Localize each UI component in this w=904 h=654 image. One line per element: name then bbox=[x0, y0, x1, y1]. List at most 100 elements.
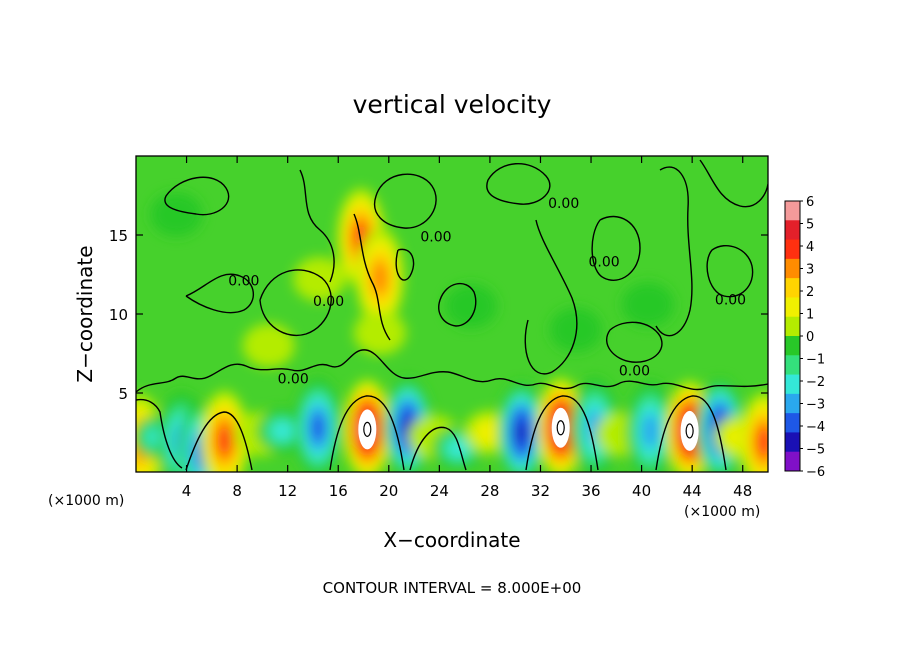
colorbar-tick-label: 0 bbox=[806, 330, 814, 345]
contour-line bbox=[136, 398, 183, 469]
colorbar-segment bbox=[785, 336, 800, 356]
colorbar-tick-label: 2 bbox=[806, 285, 814, 300]
colorbar-segment bbox=[785, 413, 800, 433]
velocity-cell bbox=[740, 391, 768, 472]
velocity-band bbox=[311, 413, 325, 443]
contour-label: 0.00 bbox=[420, 229, 451, 245]
velocity-cell bbox=[353, 310, 406, 355]
updraft-core bbox=[551, 407, 570, 448]
contour-labels: 0.00 0.00 0.00 0.00 0.00 0.00 0.00 0.00 bbox=[228, 196, 746, 387]
contour-line bbox=[655, 395, 727, 471]
contour-line bbox=[395, 248, 415, 281]
contour-line bbox=[655, 166, 693, 337]
x-tick-label: 28 bbox=[480, 482, 499, 500]
colorbar-tick-label: 1 bbox=[806, 308, 814, 323]
colorbar-tick-label: −6 bbox=[806, 465, 825, 480]
velocity-band bbox=[444, 284, 497, 329]
contour-label: 0.00 bbox=[228, 274, 259, 290]
velocity-band bbox=[446, 438, 470, 459]
updraft-core bbox=[680, 410, 699, 451]
contour-interval-note: CONTOUR INTERVAL = 8.000E+00 bbox=[323, 579, 582, 597]
contour-line bbox=[373, 173, 437, 229]
velocity-cell bbox=[150, 192, 203, 237]
colorbar-tick-label: −4 bbox=[806, 420, 825, 435]
velocity-band bbox=[371, 260, 389, 296]
velocity-band bbox=[353, 310, 406, 355]
colorbar-tick-label: −1 bbox=[806, 353, 825, 368]
contour-line bbox=[164, 176, 230, 216]
contour-line bbox=[409, 426, 467, 471]
colorbar-tick-label: −3 bbox=[806, 398, 825, 413]
colorbar-segment bbox=[785, 220, 800, 241]
contour-line bbox=[185, 411, 253, 471]
colorbar-segment bbox=[785, 393, 800, 414]
contour-label: 0.00 bbox=[278, 372, 309, 388]
updraft-core bbox=[358, 409, 377, 450]
x-unit-right: (×1000 m) bbox=[684, 504, 760, 520]
contour-line bbox=[299, 169, 335, 283]
plot-area: 0.00 0.00 0.00 0.00 0.00 0.00 0.00 0.00 bbox=[135, 155, 769, 473]
y-axis: 5 10 15 bbox=[109, 227, 768, 403]
contour-label: 0.00 bbox=[548, 196, 579, 212]
x-tick-label: 20 bbox=[379, 482, 398, 500]
x-axis-label: X−coordinate bbox=[383, 528, 520, 552]
x-tick-label: 16 bbox=[329, 482, 348, 500]
velocity-cell bbox=[444, 284, 497, 329]
contour-label: 0.00 bbox=[313, 294, 344, 310]
colorbar-segment bbox=[785, 297, 800, 318]
velocity-cell bbox=[293, 257, 346, 302]
x-tick-label: 8 bbox=[232, 482, 242, 500]
velocity-cell bbox=[621, 282, 674, 327]
colorbar-tick-label: −5 bbox=[806, 443, 825, 458]
velocity-band bbox=[271, 421, 295, 441]
colorbar-segment bbox=[785, 374, 800, 395]
velocity-band bbox=[621, 282, 674, 327]
velocity-band bbox=[150, 192, 203, 237]
velocity-cell bbox=[355, 227, 404, 328]
chart-title: vertical velocity bbox=[353, 90, 552, 119]
contour-line bbox=[438, 282, 477, 327]
x-tick-label: 36 bbox=[581, 482, 600, 500]
x-tick-label: 32 bbox=[531, 482, 550, 500]
velocity-cell bbox=[242, 323, 295, 368]
contour-label: 0.00 bbox=[619, 364, 650, 380]
colorbar-tick-label: 4 bbox=[806, 240, 814, 255]
velocity-band bbox=[642, 413, 659, 449]
y-tick-label: 15 bbox=[109, 227, 128, 245]
colorbar-tick-label: 5 bbox=[806, 218, 814, 233]
colorbar-tick-label: 3 bbox=[806, 263, 814, 278]
y-tick-label: 10 bbox=[109, 306, 128, 324]
contour-line bbox=[525, 395, 599, 471]
contour-line bbox=[329, 395, 405, 471]
x-axis: 4 8 12 16 20 24 28 32 36 40 44 48 bbox=[182, 156, 752, 500]
contour-line bbox=[185, 273, 254, 314]
colorbar-segment bbox=[785, 239, 800, 260]
y-axis-label: Z−coordinate bbox=[73, 245, 97, 382]
x-tick-label: 48 bbox=[733, 482, 752, 500]
x-tick-label: 4 bbox=[182, 482, 192, 500]
x-tick-label: 24 bbox=[430, 482, 449, 500]
velocity-band bbox=[757, 427, 768, 457]
y-tick-label: 5 bbox=[118, 385, 128, 403]
colorbar: 6 5 4 3 2 1 0 −1 −2 −3 −4 −5 −6 bbox=[784, 195, 825, 480]
x-tick-label: 40 bbox=[632, 482, 651, 500]
colorbar-segment bbox=[785, 355, 800, 376]
colorbar-segment bbox=[785, 258, 800, 279]
velocity-cell bbox=[497, 382, 546, 472]
x-tick-label: 12 bbox=[278, 482, 297, 500]
contour-line bbox=[605, 321, 663, 363]
colorbar-segment bbox=[785, 451, 800, 472]
contour-line bbox=[259, 269, 332, 336]
x-tick-label: 44 bbox=[683, 482, 702, 500]
velocity-cell bbox=[294, 377, 343, 472]
contour-label: 0.00 bbox=[715, 293, 746, 309]
core-contour bbox=[556, 420, 565, 436]
colorbar-segment bbox=[785, 278, 800, 298]
velocity-cell bbox=[626, 380, 675, 472]
zero-contours bbox=[136, 159, 768, 471]
contour-line bbox=[706, 245, 754, 298]
colorbar-segment bbox=[785, 316, 800, 337]
contour-line bbox=[699, 159, 768, 208]
colorbar-tick-label: −2 bbox=[806, 375, 825, 390]
